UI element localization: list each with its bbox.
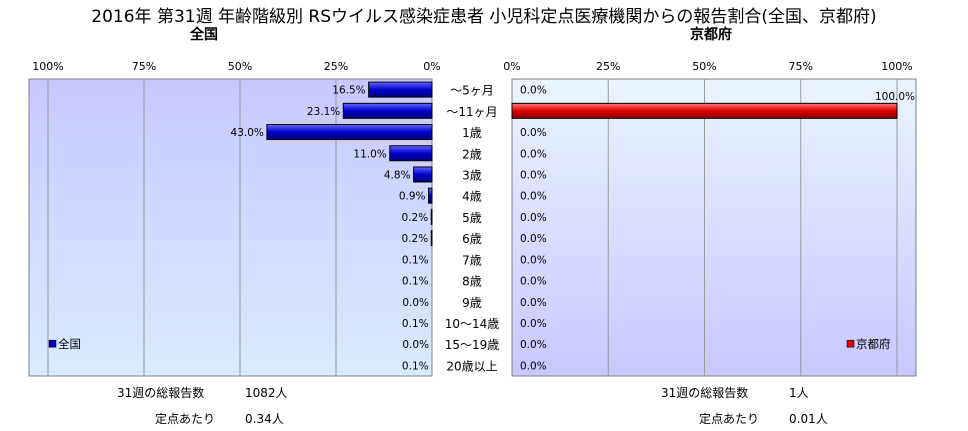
kyoto-value-label: 0.0% [520,212,547,224]
national-tick-label: 0% [423,60,440,73]
national-value-label: 0.2% [402,212,429,224]
category-label: ～11ヶ月 [446,105,497,119]
category-label: 8歳 [462,275,482,289]
national-bar [266,124,433,141]
kyoto-tick-label: 50% [692,60,716,73]
category-label: 20歳以上 [446,359,497,373]
kyoto-tick-label: 25% [596,60,620,73]
kyoto-plot-area [511,78,917,377]
category-label: 4歳 [462,190,482,204]
kyoto-tick-label: 100% [881,60,912,73]
national-bar [430,208,433,225]
kyoto-bar [511,102,898,119]
kyoto-tick-label: 0% [503,60,520,73]
national-value-label: 0.1% [402,254,429,266]
kyoto-value-label: 0.0% [520,318,547,330]
national-bar [428,187,433,204]
national-value-label: 0.1% [402,318,429,330]
national-value-label: 4.8% [384,169,411,181]
category-label: 10～14歳 [445,317,500,331]
category-label: 9歳 [462,296,482,310]
category-label: 3歳 [462,168,482,182]
national-bar [430,230,433,247]
national-total-label: 31週の総報告数 [117,386,205,400]
category-label: 7歳 [462,253,482,267]
kyoto-per-site-value: 0.01人 [789,412,828,426]
national-legend-label: 全国 [58,337,81,351]
national-value-label: 11.0% [353,148,386,160]
category-label: 5歳 [462,211,482,225]
national-per-site-value: 0.34人 [245,412,284,426]
national-value-label: 0.1% [402,276,429,288]
national-tick-label: 25% [324,60,348,73]
national-value-label: 0.0% [402,339,429,351]
national-value-label: 0.2% [402,233,429,245]
category-label: 1歳 [462,126,482,140]
category-label: ～5ヶ月 [450,84,494,98]
subtitle-kyoto: 京都府 [690,27,732,43]
national-bar [413,166,433,183]
national-value-label: 16.5% [332,85,365,97]
national-value-label: 0.9% [399,191,426,203]
subtitle-national: 全国 [190,27,218,43]
category-label: 2歳 [462,147,482,161]
kyoto-value-label: 0.0% [520,233,547,245]
national-bar [368,81,433,98]
national-plot-area [28,78,433,377]
kyoto-value-label: 0.0% [520,127,547,139]
kyoto-value-label: 0.0% [520,297,547,309]
national-value-label: 43.0% [231,127,264,139]
kyoto-value-label: 0.0% [520,191,547,203]
national-value-label: 23.1% [307,106,340,118]
kyoto-total-value: 1人 [789,386,809,400]
national-per-site-label: 定点あたり [155,412,216,426]
national-value-label: 0.0% [402,297,429,309]
kyoto-value-label: 0.0% [520,85,547,97]
chart-title: 2016年 第31週 年齢階級別 RSウイルス感染症患者 小児科定点医療機関から… [91,7,877,27]
kyoto-value-label: 0.0% [520,169,547,181]
national-total-value: 1082人 [245,386,288,400]
kyoto-value-label: 100.0% [875,91,915,103]
kyoto-per-site-label: 定点あたり [699,412,760,426]
national-tick-label: 75% [132,60,156,73]
kyoto-tick-label: 75% [789,60,813,73]
national-tick-label: 50% [228,60,252,73]
kyoto-legend-label: 京都府 [856,337,891,351]
national-bar [389,145,433,162]
national-bar [342,102,433,119]
kyoto-total-label: 31週の総報告数 [661,386,749,400]
kyoto-value-label: 0.0% [520,148,547,160]
national-value-label: 0.1% [402,360,429,372]
category-label: 6歳 [462,232,482,246]
category-label: 15～19歳 [445,338,500,352]
kyoto-legend-swatch [846,339,855,348]
kyoto-value-label: 0.0% [520,254,547,266]
national-tick-label: 100% [32,60,63,73]
kyoto-value-label: 0.0% [520,339,547,351]
national-legend-swatch [48,339,57,348]
kyoto-value-label: 0.0% [520,276,547,288]
kyoto-value-label: 0.0% [520,360,547,372]
